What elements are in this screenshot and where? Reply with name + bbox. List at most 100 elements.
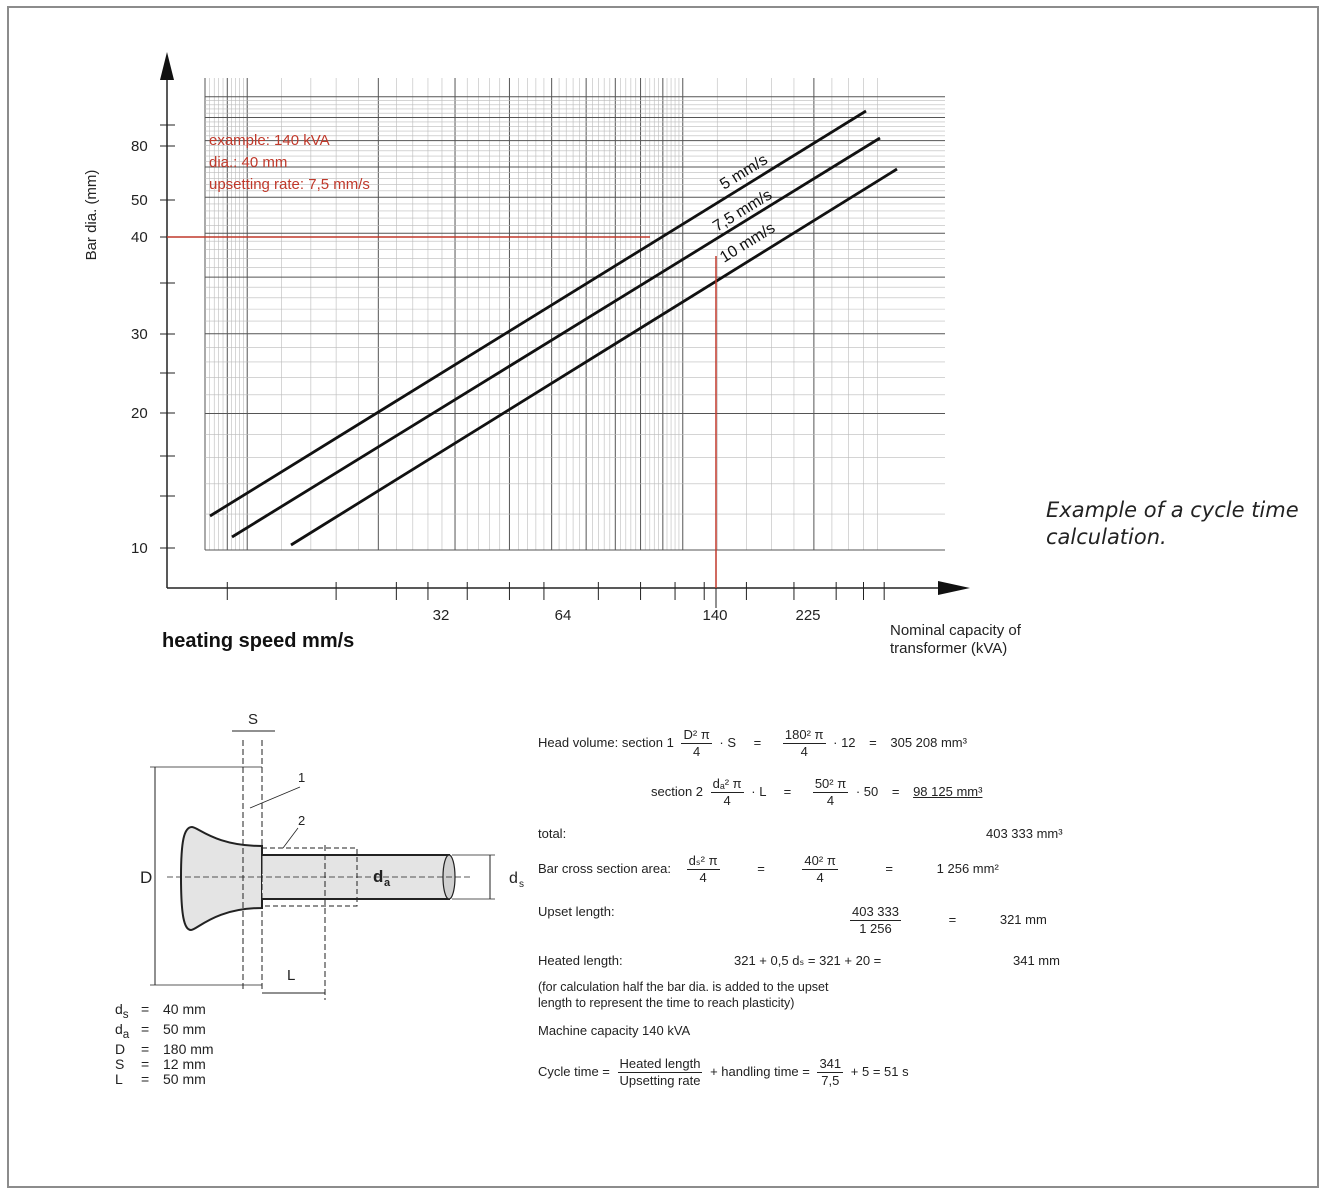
dimension-value: 50 mm xyxy=(163,1020,206,1037)
label-1: 1 xyxy=(298,770,305,785)
dimension-symbol: D xyxy=(115,1040,126,1057)
label-d: D xyxy=(140,868,152,887)
x-tick-label: 140 xyxy=(702,607,727,624)
x-tick-label: 64 xyxy=(555,607,572,624)
label-ds: d xyxy=(509,870,518,887)
dimension-eq: = xyxy=(141,1040,150,1057)
chart-axes xyxy=(160,52,970,600)
sec1-eq2: = xyxy=(869,734,877,750)
cycle-den: Upsetting rate xyxy=(619,1073,701,1088)
dimension-eq: = xyxy=(141,1055,150,1072)
cycle-num2: 341 xyxy=(817,1056,844,1073)
sec1-den2: 4 xyxy=(800,744,808,759)
x-tick-label: 32 xyxy=(433,607,450,624)
example-note: example: 140 kVA xyxy=(209,132,330,149)
y-tick-label: 50 xyxy=(131,192,148,209)
sec1-mul2: · 12 xyxy=(833,734,856,750)
sec2-eq2: = xyxy=(891,783,900,799)
sec2-den: 4 xyxy=(723,793,731,808)
heated-expr: 321 + 0,5 dₛ = 321 + 20 = xyxy=(734,953,882,968)
dimension-eq: = xyxy=(141,1020,150,1037)
cycle-end: + 5 = 51 s xyxy=(850,1063,909,1079)
head-volume-label: Head volume: section 1 xyxy=(538,734,674,750)
upset-result: 321 mm xyxy=(999,911,1047,927)
cycle-frac2: 341 7,5 xyxy=(817,1056,844,1089)
y-tick-label: 80 xyxy=(131,138,148,155)
sec2-num: dₐ² π xyxy=(710,776,744,793)
bar-den2: 4 xyxy=(816,870,824,885)
bar-num: dₛ² π xyxy=(686,853,720,870)
label-l: L xyxy=(287,967,295,984)
upset-fraction: 403 333 1 256 = 321 mm xyxy=(846,904,1047,937)
y-tick-label: 40 xyxy=(131,229,148,246)
dimension-row: D = 180 mm xyxy=(115,1040,214,1057)
y-tick-label: 20 xyxy=(131,405,148,422)
sec2-mul: · L xyxy=(751,783,766,799)
dimension-row: S = 12 mm xyxy=(115,1055,214,1072)
dimension-symbol: S xyxy=(115,1055,125,1072)
bar-area-label: Bar cross section area: xyxy=(538,860,671,876)
series-line xyxy=(209,109,867,518)
heated-length-label: Heated length: xyxy=(538,953,623,968)
dimension-symbol: da xyxy=(115,1020,130,1041)
cycle-frac: Heated length Upsetting rate xyxy=(617,1056,703,1089)
x-axis-title-line2: transformer (kVA) xyxy=(890,640,1008,657)
section2-label: section 2 xyxy=(651,783,704,799)
example-note: dia.: 40 mm xyxy=(209,154,287,171)
dimension-row: ds = 40 mm xyxy=(115,1002,214,1022)
series-line xyxy=(231,136,881,539)
leader-2 xyxy=(282,827,299,849)
y-tick-label: 30 xyxy=(131,326,148,343)
sec2-num2: 50² π xyxy=(812,776,849,793)
calc-note-1: (for calculation half the bar dia. is ad… xyxy=(538,980,829,994)
dimension-value: 40 mm xyxy=(163,1001,206,1017)
dimension-row: da = 50 mm xyxy=(115,1020,214,1042)
dimension-subscript: a xyxy=(122,1027,130,1041)
sec1-num2: 180² π xyxy=(782,727,826,744)
calc-note-2: length to represent the time to reach pl… xyxy=(538,996,795,1010)
sec1-result: 305 208 mm³ xyxy=(890,734,967,750)
dimension-subscript: s xyxy=(122,1007,129,1021)
dimension-symbol: L xyxy=(115,1070,123,1087)
upset-den: 1 256 xyxy=(859,921,892,936)
cycle-mid: + handling time = xyxy=(710,1063,810,1079)
cycle-label: Cycle time = xyxy=(538,1063,610,1079)
dimension-eq: = xyxy=(141,1070,150,1087)
dimension-symbol: ds xyxy=(115,1001,129,1021)
sec1-num: D² π xyxy=(681,727,712,744)
heating-speed-label: heating speed mm/s xyxy=(162,630,355,652)
machine-capacity: Machine capacity 140 kVA xyxy=(538,1023,691,1038)
bar-eq: = xyxy=(757,860,765,876)
y-axis-title: Bar dia. (mm) xyxy=(83,170,100,261)
x-axis-title-line1: Nominal capacity of xyxy=(890,622,1021,639)
dimension-eq: = xyxy=(141,1001,150,1017)
series-line xyxy=(290,167,898,547)
bar-den: 4 xyxy=(699,870,707,885)
label-da-sub: a xyxy=(384,877,391,889)
sec1-mul: · S xyxy=(719,734,737,750)
y-tick-label: 10 xyxy=(131,540,148,557)
upset-frac: 403 333 1 256 xyxy=(850,904,901,937)
sec1-eq: = xyxy=(753,734,762,750)
x-axis-arrow xyxy=(938,581,970,595)
dimension-value: 12 mm xyxy=(163,1055,206,1072)
sec2-den2: 4 xyxy=(826,793,835,808)
label-2: 2 xyxy=(298,813,305,828)
leader-1 xyxy=(249,786,301,809)
cycle-time: Cycle time = Heated length Upsetting rate… xyxy=(538,1056,909,1089)
example-note: upsetting rate: 7,5 mm/s xyxy=(209,176,370,193)
x-axis-title: Nominal capacity of transformer (kVA) xyxy=(890,622,1110,658)
cycle-num: Heated length xyxy=(617,1056,703,1073)
upset-num: 403 333 xyxy=(850,904,901,921)
sec2-eq: = xyxy=(783,783,792,799)
bar-num2: 40² π xyxy=(802,853,838,870)
